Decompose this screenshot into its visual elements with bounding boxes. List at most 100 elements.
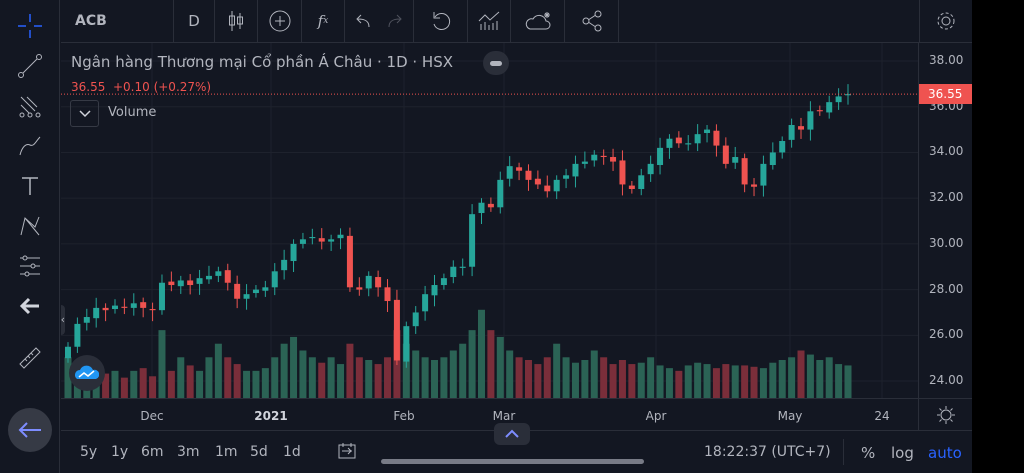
- crosshair-icon[interactable]: [14, 10, 46, 42]
- indicators-icon[interactable]: [468, 0, 511, 42]
- candle: [290, 243, 297, 262]
- expand-toolbar-handle[interactable]: ‹: [61, 305, 65, 335]
- volume-bar: [158, 330, 166, 398]
- volume-bar: [196, 370, 204, 398]
- ruler-icon[interactable]: [14, 342, 46, 374]
- range-1y[interactable]: 1y: [111, 444, 129, 460]
- volume-bar: [337, 364, 345, 398]
- percent-toggle[interactable]: %: [861, 444, 876, 462]
- volume-bar: [571, 362, 579, 398]
- candle: [102, 307, 109, 311]
- candle: [469, 214, 476, 267]
- candle: [346, 235, 353, 288]
- volume-bar: [684, 365, 692, 398]
- horizontal-scrollbar[interactable]: [381, 459, 644, 464]
- range-3m[interactable]: 3m: [177, 444, 200, 460]
- range-5y[interactable]: 5y: [80, 444, 98, 460]
- volume-bar: [120, 377, 128, 398]
- candle: [816, 110, 823, 112]
- volume-label: Volume: [108, 105, 157, 120]
- back-arrow-icon[interactable]: [14, 290, 46, 322]
- auto-toggle[interactable]: auto: [928, 444, 962, 462]
- volume-bar: [271, 357, 279, 398]
- volume-bar: [703, 364, 711, 398]
- clock-timezone[interactable]: 18:22:37 (UTC+7): [704, 444, 831, 460]
- range-6m[interactable]: 6m: [141, 444, 164, 460]
- symbol-button[interactable]: ACB: [61, 0, 174, 42]
- candle: [788, 125, 795, 140]
- cloud-icon[interactable]: [511, 0, 565, 42]
- volume-bar: [214, 343, 222, 398]
- volume-bar: [318, 362, 326, 398]
- candle: [563, 175, 570, 179]
- collapse-toolbar-button[interactable]: [8, 408, 52, 452]
- trend-line-icon[interactable]: [14, 50, 46, 82]
- time-tick: Mar: [492, 409, 516, 423]
- price-tick: 30.00: [929, 235, 964, 250]
- range-5d[interactable]: 5d: [250, 444, 268, 460]
- volume-bar: [722, 364, 730, 398]
- axis-settings-icon[interactable]: [918, 398, 972, 430]
- volume-bar: [177, 357, 185, 398]
- candle: [798, 126, 805, 130]
- volume-bar: [581, 360, 589, 398]
- candles-icon[interactable]: [215, 0, 258, 42]
- collapse-legend-button[interactable]: [483, 51, 509, 75]
- log-toggle[interactable]: log: [891, 444, 914, 462]
- volume-bar: [374, 364, 382, 398]
- expand-panel-button[interactable]: [494, 423, 530, 445]
- goto-date-icon[interactable]: [337, 441, 357, 465]
- refresh-icon[interactable]: [414, 0, 468, 42]
- candle: [713, 130, 720, 146]
- range-1m[interactable]: 1m: [215, 444, 238, 460]
- volume-bar: [675, 370, 683, 398]
- volume-bar: [844, 365, 852, 398]
- volume-bar: [308, 357, 316, 398]
- candle: [328, 239, 335, 242]
- brush-icon[interactable]: [14, 130, 46, 162]
- candle: [187, 280, 194, 286]
- volume-toggle-button[interactable]: [70, 100, 99, 127]
- volume-bar: [130, 370, 138, 398]
- volume-bar: [449, 350, 457, 398]
- undo-redo-group: [345, 0, 414, 42]
- interval-button[interactable]: D: [174, 0, 215, 42]
- undo-icon[interactable]: [353, 13, 371, 29]
- candle: [440, 278, 447, 286]
- add-icon[interactable]: [258, 0, 302, 42]
- volume-bar: [384, 357, 392, 398]
- candle: [74, 323, 81, 347]
- chevron-up-icon: [505, 429, 519, 438]
- redo-icon[interactable]: [387, 13, 405, 29]
- volume-bar: [167, 370, 175, 398]
- volume-bar: [562, 357, 570, 398]
- text-icon[interactable]: [14, 170, 46, 202]
- volume-bar: [835, 364, 843, 398]
- candle: [760, 163, 767, 186]
- candle: [704, 129, 711, 134]
- volume-bar: [656, 365, 664, 398]
- settings-icon[interactable]: [919, 0, 972, 42]
- range-1d[interactable]: 1d: [283, 444, 301, 460]
- candle: [769, 152, 776, 166]
- volume-bar: [750, 366, 758, 398]
- candle: [741, 158, 748, 185]
- volume-bar: [365, 360, 373, 398]
- tradingview-logo[interactable]: [69, 355, 105, 391]
- drawing-toolbar: [0, 0, 60, 473]
- pattern-icon[interactable]: [14, 210, 46, 242]
- pitchfork-icon[interactable]: [14, 90, 46, 122]
- price-axis[interactable]: 38.00 36.00 34.00 32.00 30.00 28.00 26.00 24.00…: [918, 43, 972, 398]
- volume-bar: [186, 365, 194, 398]
- volume-bar: [233, 364, 241, 398]
- chart-pane[interactable]: Ngân hàng Thương mại Cổ phần Á Châu · 1D…: [61, 43, 918, 398]
- measure-icon[interactable]: [14, 250, 46, 282]
- candle: [553, 179, 560, 192]
- share-icon[interactable]: [565, 0, 619, 42]
- candle: [487, 203, 494, 208]
- volume-bar: [712, 368, 720, 398]
- time-axis[interactable]: Dec 2021 Feb Mar Apr May 24: [61, 398, 918, 430]
- volume-bar: [252, 370, 260, 398]
